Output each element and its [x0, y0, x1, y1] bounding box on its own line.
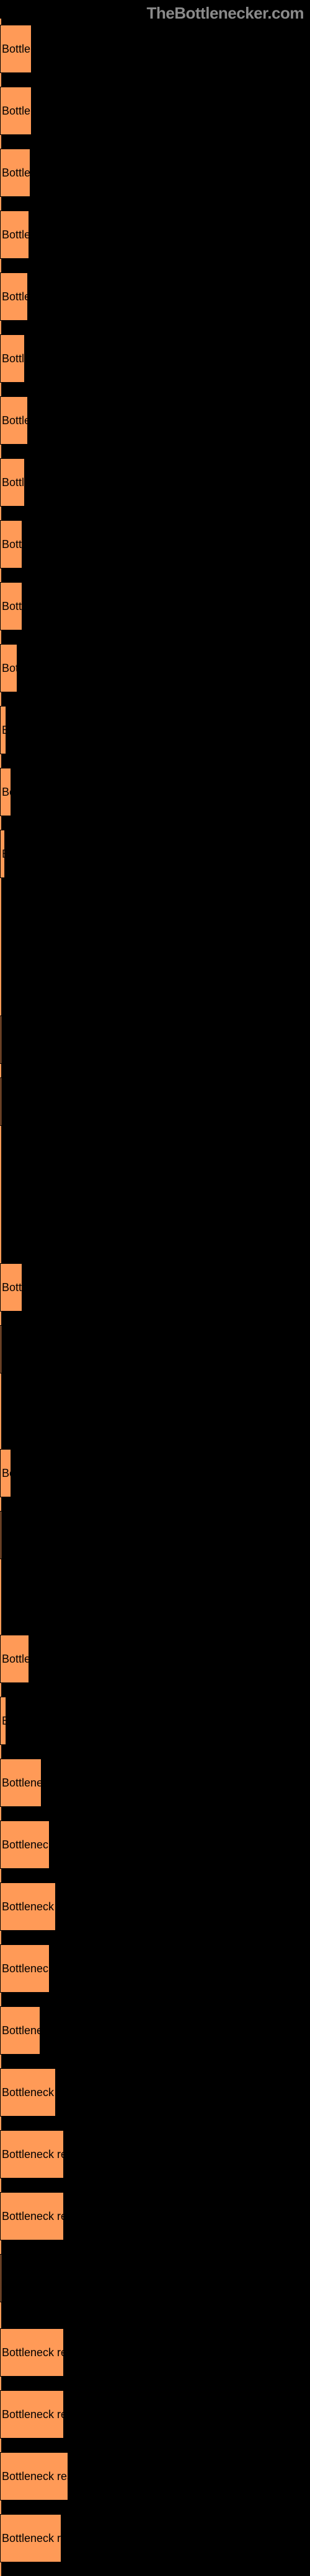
bar-row: Bottleneck [0, 1016, 2, 1064]
bar-label: Bottleneck [1, 1715, 6, 1728]
bar-label: Bottleneck [1, 1033, 2, 1046]
bar-row: Bottleneck [0, 334, 25, 383]
bar-label: Bottleneck [1, 724, 6, 737]
bar-row: Bottleneck [0, 1449, 11, 1497]
bar-row: Bottleneck [0, 396, 28, 445]
bar-row: Bottleneck [0, 1077, 2, 1126]
bar-label: Bottleneck [1, 786, 11, 799]
bar-row: Bottleneck [0, 272, 28, 321]
bar-label: Bottleneck re [1, 2086, 56, 2099]
bar-label: Bottleneck res [1, 2532, 61, 2545]
bar-row: Bottleneck [0, 149, 30, 197]
bar-label: Bottleneck [1, 1095, 2, 1108]
bar-row: Bottleneck [0, 520, 22, 568]
bar-label: Bottleneck [1, 105, 32, 118]
bar-row: Bottleneck [0, 1263, 22, 1312]
bar-label: Bottleneck re [1, 1900, 56, 1913]
bar-row: Bottleneck [0, 1635, 29, 1683]
bar-label: Bottleneck [1, 848, 5, 861]
bar-row: Bottleneck re [0, 2068, 56, 2117]
bar-row: Bottleneck [0, 644, 17, 692]
bar-row: Bottleneck resu [0, 2452, 68, 2500]
bar-label: Bottleneck re [1, 1962, 50, 1975]
bar-row: Bottleneck res [0, 2514, 61, 2562]
bar-row: Bottleneck [0, 25, 32, 73]
bar-row: Bottleneck [0, 768, 11, 816]
bar-label: Bottleneck resu [1, 2470, 68, 2483]
bar-row: Bottleneck [0, 706, 6, 754]
bar-row: Bottleneck [0, 2006, 40, 2055]
bar-label: Bottleneck [1, 167, 30, 180]
bar-row: Bottleneck [0, 458, 25, 507]
bar-label: Bottleneck [1, 2024, 40, 2037]
bar-label: Bottleneck [1, 662, 17, 675]
bar-row: Bottleneck [0, 87, 32, 135]
bar-label: Bottleneck [1, 1343, 2, 1356]
bar-row: Bottleneck re [0, 1821, 50, 1869]
bar-label: Bottleneck [1, 1777, 42, 1790]
bar-label: Bottleneck [1, 476, 25, 489]
bar-row: Bottleneck [0, 1697, 6, 1745]
bar-label: Bottleneck [1, 1281, 22, 1294]
bar-label: Bottleneck [1, 352, 25, 365]
bar-row: Bottleneck [0, 1325, 2, 1373]
bar-row: Bottleneck res [0, 2328, 64, 2377]
bar-row: Bottleneck [0, 830, 5, 878]
bar-row: Bottleneck [0, 2254, 2, 2302]
bar-row: Bottleneck res [0, 2192, 64, 2240]
bar-label: Bottleneck [1, 414, 28, 427]
bar-row: Bottleneck res [0, 2130, 64, 2178]
bar-label: Bottleneck re [1, 1838, 50, 1852]
bar-label: Bottleneck [1, 1467, 11, 1480]
bar-label: Bottleneck [1, 1653, 29, 1666]
bar-label: Bottleneck [1, 1529, 2, 1542]
bar-label: Bottleneck [1, 2272, 2, 2285]
bar-row: Bottleneck [0, 582, 22, 630]
bar-chart: Bottleneck Bottleneck Bottleneck Bottleneck… [0, 19, 310, 1975]
bar-label: Bottleneck res [1, 2148, 64, 2161]
bar-label: Bottleneck [1, 228, 29, 242]
bar-row: Bottleneck [0, 1759, 42, 1807]
bar-row: Bottleneck [0, 1511, 2, 1559]
bar-row: Bottleneck res [0, 2390, 64, 2439]
bar-label: Bottleneck [1, 290, 28, 303]
bar-label: Bottleneck [1, 43, 32, 56]
bar-label: Bottleneck res [1, 2346, 64, 2359]
bar-label: Bottleneck [1, 538, 22, 551]
bar-row: Bottleneck re [0, 1882, 56, 1931]
bar-row: Bottleneck re [0, 1944, 50, 1993]
bar-row: Bottleneck [0, 211, 29, 259]
bar-label: Bottleneck res [1, 2210, 64, 2223]
bar-label: Bottleneck [1, 600, 22, 613]
bar-label: Bottleneck res [1, 2408, 64, 2421]
